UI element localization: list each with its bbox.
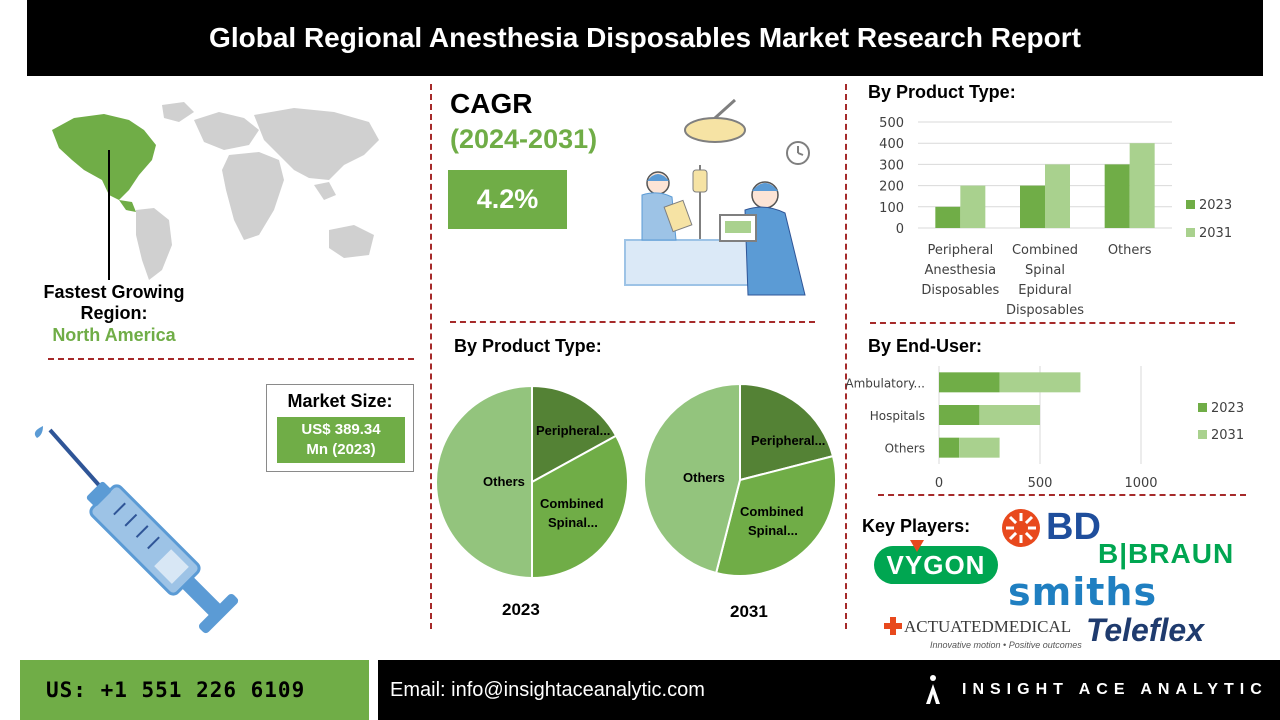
bar-2023	[939, 372, 1000, 393]
pie-2031-label-combined-2: Spinal...	[748, 523, 798, 538]
pie-slice	[435, 384, 533, 580]
x-tick-label: Combined	[1012, 243, 1078, 258]
pie-charts: Others Peripheral... Combined Spinal... …	[435, 382, 837, 580]
pie-slice	[643, 382, 741, 575]
bar-2031	[1045, 164, 1070, 228]
end-user-bar-title: By End-User:	[868, 336, 983, 356]
bar-2031	[960, 185, 986, 228]
y-tick-label: 0	[896, 222, 904, 237]
y-tick-label: 400	[879, 137, 904, 152]
bar-2031	[979, 405, 1040, 425]
bar-2031	[959, 437, 1000, 458]
pie-slice	[714, 454, 837, 577]
bar-2023	[935, 206, 961, 228]
y-tick-label: 200	[879, 180, 904, 195]
pie-2023-year: 2023	[502, 600, 540, 619]
bar-2031	[999, 372, 1081, 393]
legend-swatch	[1186, 228, 1195, 237]
pie-2023-label-combined-1: Combined	[540, 496, 604, 511]
legend-label: 2031	[1199, 226, 1232, 241]
pie-2031-label-peripheral: Peripheral...	[751, 433, 825, 448]
pie-2031-label-combined-1: Combined	[740, 504, 804, 519]
bd-logo: BD	[1046, 506, 1101, 548]
pie-2023	[435, 384, 629, 580]
region-pointer-line	[108, 150, 110, 280]
bar-2023	[939, 405, 980, 425]
insight-ace-logo-icon	[926, 675, 940, 704]
market-size-label: Market Size:	[287, 391, 393, 411]
divider-vertical-right	[845, 84, 847, 629]
pie-2023-label-peripheral: Peripheral...	[536, 423, 610, 438]
footer-bar: Email: info@insightaceanalytic.com INSIG…	[378, 660, 1280, 720]
vygon-triangle-icon	[910, 540, 924, 552]
bbraun-logo: B|BRAUN	[1098, 538, 1235, 569]
footer-email[interactable]: Email: info@insightaceanalytic.com	[390, 679, 705, 701]
y-tick-label: Hospitals	[870, 409, 925, 423]
market-size-value: US$ 389.34 Mn (2023)	[277, 417, 405, 463]
pie-2031-year: 2031	[730, 602, 768, 621]
y-tick-label: Others	[885, 442, 925, 456]
x-tick-label: Peripheral	[927, 243, 993, 258]
x-tick-label: Anesthesia	[925, 263, 997, 278]
footer-phone[interactable]: US: +1 551 226 6109	[20, 660, 369, 720]
x-tick-label: 0	[935, 476, 943, 491]
legend-swatch	[1198, 430, 1207, 439]
y-tick-label: Ambulatory...	[845, 376, 925, 390]
legend-label: 2023	[1199, 198, 1232, 213]
cagr-value: 4.2%	[448, 170, 567, 229]
pies-title: By Product Type:	[454, 336, 602, 356]
bar-2023	[939, 437, 960, 458]
syringe-icon	[34, 426, 239, 634]
bar-2023	[1104, 164, 1130, 228]
divider-right-bottom	[878, 494, 1246, 496]
market-size-box: Market Size: US$ 389.34 Mn (2023)	[266, 384, 414, 472]
legend-swatch	[1198, 403, 1207, 412]
region-value: North America	[52, 325, 176, 345]
x-tick-label: Others	[1108, 243, 1152, 258]
product-type-bar-chart: 0 100 200 300 400 500 Peripheral Anesthesia Dis…	[879, 116, 1232, 318]
bar-2023	[1020, 185, 1045, 228]
surgery-illustration-icon	[624, 98, 810, 296]
bd-logo-icon	[1002, 509, 1040, 547]
divider-left	[48, 358, 414, 360]
pie-2023-label-combined-2: Spinal...	[548, 515, 598, 530]
x-tick-label: Spinal	[1025, 263, 1065, 278]
actuated-medical-tagline: Innovative motion • Positive outcomes	[930, 640, 1082, 650]
pie-2023-label-others: Others	[483, 474, 525, 489]
pie-2031-label-others: Others	[683, 470, 725, 485]
pie-2031	[643, 382, 837, 577]
divider-vertical-left	[430, 84, 432, 629]
end-user-bar-chart: Ambulatory... Hospitals Others 0 500 1000 20…	[845, 366, 1244, 491]
vygon-logo: VYGON	[874, 546, 998, 584]
world-map-icon	[52, 102, 379, 280]
divider-right-top	[870, 322, 1235, 324]
footer-brand: INSIGHT ACE ANALYTIC	[962, 681, 1268, 698]
divider-middle	[450, 321, 815, 323]
pie-slice	[739, 382, 835, 482]
y-tick-label: 100	[879, 201, 904, 216]
x-tick-label: 1000	[1124, 476, 1157, 491]
cagr-period: (2024-2031)	[450, 124, 598, 154]
x-tick-label: Disposables	[1006, 303, 1084, 318]
actuated-medical-cross-icon	[884, 617, 902, 635]
product-type-bar-title: By Product Type:	[868, 82, 1016, 102]
y-tick-label: 500	[879, 116, 904, 131]
cagr-label: CAGR	[450, 88, 533, 119]
x-tick-label: Epidural	[1018, 283, 1072, 298]
region-label: Fastest Growing Region:	[43, 282, 185, 323]
x-tick-label: Disposables	[921, 283, 999, 298]
x-tick-label: 500	[1028, 476, 1053, 491]
actuated-medical-logo: ACTUATEDMEDICAL	[904, 617, 1072, 636]
y-tick-label: 300	[879, 158, 904, 173]
key-players-title: Key Players:	[862, 516, 971, 536]
bar-2031	[1129, 143, 1155, 228]
teleflex-logo: Teleflex	[1086, 612, 1204, 648]
legend-swatch	[1186, 200, 1195, 209]
pie-slice	[531, 434, 629, 580]
legend-label: 2031	[1211, 428, 1244, 443]
report-title: Global Regional Anesthesia Disposables M…	[27, 0, 1263, 76]
pie-slice	[531, 384, 618, 484]
legend-label: 2023	[1211, 401, 1244, 416]
smiths-logo: smiths	[1008, 570, 1158, 614]
